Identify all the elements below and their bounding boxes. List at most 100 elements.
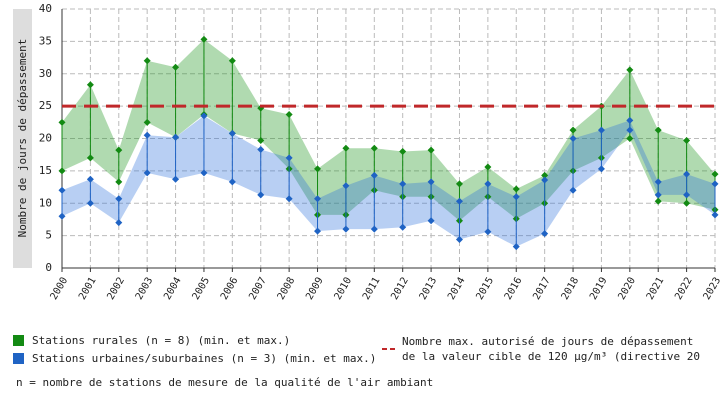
marker-max: [683, 136, 691, 144]
marker-min: [654, 197, 662, 205]
x-tick-label: 2001: [77, 276, 99, 302]
marker-max: [172, 63, 180, 71]
marker-max: [512, 193, 520, 201]
marker-min: [370, 225, 378, 233]
marker-max: [654, 178, 662, 186]
legend-swatch: [13, 353, 24, 364]
y-axis-label: Nombre de jours de dépassement: [16, 39, 29, 238]
x-tick-label: 2008: [276, 276, 298, 302]
marker-min: [285, 195, 293, 203]
marker-min: [597, 165, 605, 173]
marker-max: [654, 126, 662, 134]
y-tick-label: 5: [45, 229, 52, 242]
marker-max: [683, 170, 691, 178]
y-tick-label: 0: [45, 261, 52, 274]
y-tick-label: 40: [39, 2, 52, 15]
x-tick-label: 2004: [162, 276, 184, 302]
marker-max: [314, 165, 322, 173]
marker-max: [86, 81, 94, 89]
y-tick-label: 25: [39, 99, 52, 112]
footnote: n = nombre de stations de mesure de la q…: [16, 376, 433, 389]
marker-min: [115, 219, 123, 227]
x-tick-label: 2018: [560, 276, 582, 302]
y-label-box: [13, 9, 32, 268]
marker-min: [626, 126, 634, 134]
marker-min: [484, 228, 492, 236]
x-tick-label: 2022: [673, 276, 695, 302]
marker-min: [143, 169, 151, 177]
marker-min: [683, 191, 691, 199]
marker-max: [569, 126, 577, 134]
marker-max: [541, 171, 549, 179]
marker-max: [626, 116, 634, 124]
x-tick-label: 2009: [304, 276, 326, 302]
marker-max: [370, 144, 378, 152]
y-tick-label: 35: [39, 34, 52, 47]
marker-max: [342, 182, 350, 190]
legend-label: Stations urbaines/suburbaines (n = 3) (m…: [32, 352, 376, 365]
x-tick-label: 2023: [702, 276, 724, 302]
marker-min: [86, 199, 94, 207]
marker-min: [683, 199, 691, 207]
marker-max: [370, 171, 378, 179]
x-tick-label: 2002: [105, 276, 127, 302]
legend-threshold-label: Nombre max. autorisé de jours de dépasse…: [402, 335, 693, 348]
marker-max: [342, 144, 350, 152]
legend-swatch: [13, 335, 24, 346]
marker-min: [143, 118, 151, 126]
marker-max: [711, 170, 719, 178]
x-tick-label: 2016: [503, 276, 525, 302]
x-tick-label: 2010: [333, 276, 355, 302]
y-tick-label: 15: [39, 164, 52, 177]
marker-max: [597, 126, 605, 134]
marker-max: [427, 146, 435, 154]
marker-max: [455, 197, 463, 205]
marker-max: [257, 146, 265, 154]
marker-max: [484, 180, 492, 188]
x-tick-label: 2012: [389, 276, 411, 302]
x-tick-label: 2011: [361, 276, 383, 302]
marker-max: [228, 129, 236, 137]
x-tick-label: 2015: [474, 276, 496, 302]
marker-max: [541, 176, 549, 184]
marker-max: [484, 163, 492, 171]
legend-label: Stations rurales (n = 8) (min. et max.): [32, 334, 290, 347]
marker-max: [172, 133, 180, 141]
marker-min: [257, 136, 265, 144]
marker-max: [58, 118, 66, 126]
marker-max: [626, 66, 634, 74]
x-tick-label: 2003: [134, 276, 156, 302]
y-tick-label: 10: [39, 196, 52, 209]
marker-max: [427, 178, 435, 186]
marker-min: [541, 230, 549, 238]
marker-max: [455, 180, 463, 188]
marker-max: [314, 195, 322, 203]
marker-max: [143, 57, 151, 65]
marker-min: [200, 169, 208, 177]
x-tick-label: 2019: [588, 276, 610, 302]
marker-min: [427, 217, 435, 225]
marker-min: [569, 186, 577, 194]
marker-min: [257, 191, 265, 199]
x-tick-label: 2000: [49, 276, 71, 302]
marker-min: [654, 191, 662, 199]
marker-max: [569, 135, 577, 142]
marker-max: [115, 146, 123, 154]
marker-max: [228, 57, 236, 65]
marker-max: [512, 185, 520, 193]
x-tick-label: 2020: [616, 276, 638, 302]
marker-min: [711, 211, 719, 219]
marker-min: [314, 227, 322, 235]
marker-max: [86, 175, 94, 183]
x-tick-label: 2006: [219, 276, 241, 302]
marker-max: [200, 35, 208, 43]
marker-max: [399, 147, 407, 155]
marker-min: [512, 243, 520, 251]
x-tick-label: 2017: [531, 276, 553, 302]
marker-min: [115, 178, 123, 186]
x-tick-label: 2013: [418, 276, 440, 302]
range-area: [62, 115, 715, 247]
marker-max: [399, 180, 407, 188]
marker-min: [58, 212, 66, 220]
